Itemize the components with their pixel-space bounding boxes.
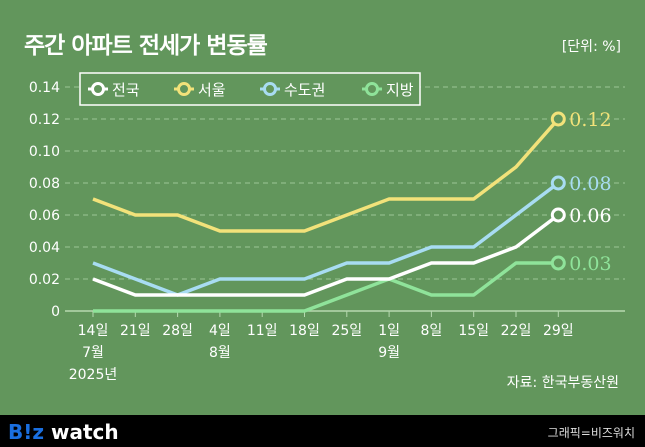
end-marker xyxy=(550,175,566,191)
y-tick-label: 0.14 xyxy=(29,80,60,96)
series-line-수도권 xyxy=(92,181,560,297)
x-tick-label: 29일 xyxy=(543,323,574,339)
y-tick-label: 0.10 xyxy=(29,144,60,160)
y-tick-label: 0.12 xyxy=(29,112,60,128)
footer-bar: B!z watch 그래픽=비즈워치 xyxy=(0,415,645,447)
legend-marker xyxy=(263,82,277,96)
legend-marker xyxy=(91,82,105,96)
end-marker xyxy=(550,207,566,223)
y-tick-label: 0.06 xyxy=(29,208,60,224)
x-tick-label: 7월 xyxy=(82,345,104,361)
y-tick-label: 0.02 xyxy=(29,272,60,288)
x-tick-label: 8월 xyxy=(209,345,231,361)
end-value-label: 0.12 xyxy=(569,109,611,131)
x-tick-label: 15일 xyxy=(458,323,489,339)
graphic-credit: 그래픽=비즈워치 xyxy=(547,426,635,440)
x-tick-label: 4일 xyxy=(209,323,231,339)
x-tick-label: 1일 xyxy=(378,323,400,339)
series-line-전국 xyxy=(92,213,560,297)
x-tick-label: 25일 xyxy=(331,323,362,339)
x-tick-label: 22일 xyxy=(501,323,532,339)
legend-label: 수도권 xyxy=(284,81,325,99)
bizwatch-logo: B!z watch xyxy=(8,420,119,444)
y-tick-label: 0 xyxy=(51,304,60,320)
unit-label: [단위: %] xyxy=(561,39,621,55)
x-tick-label: 18일 xyxy=(289,323,320,339)
end-marker xyxy=(550,255,566,271)
y-tick-label: 0.08 xyxy=(29,176,60,192)
end-value-label: 0.06 xyxy=(569,205,611,227)
x-tick-label: 2025년 xyxy=(69,367,118,383)
y-tick-label: 0.04 xyxy=(29,240,60,256)
legend-marker xyxy=(177,82,191,96)
end-value-label: 0.03 xyxy=(569,253,611,275)
legend-label: 전국 xyxy=(112,81,140,99)
series-line-서울 xyxy=(92,117,560,233)
x-tick-label: 28일 xyxy=(162,323,193,339)
source-label: 자료: 한국부동산원 xyxy=(506,375,619,391)
x-tick-label: 14일 xyxy=(78,323,109,339)
legend-label: 서울 xyxy=(198,81,226,99)
x-tick-label: 9월 xyxy=(378,345,400,361)
series-line-지방 xyxy=(93,261,559,313)
x-tick-label: 21일 xyxy=(120,323,151,339)
end-value-label: 0.08 xyxy=(569,173,611,195)
end-marker xyxy=(550,111,566,127)
chart-title: 주간 아파트 전세가 변동률 xyxy=(24,33,268,59)
x-tick-label: 11일 xyxy=(247,323,278,339)
legend-marker xyxy=(365,82,379,96)
x-tick-label: 8일 xyxy=(421,323,443,339)
legend-label: 지방 xyxy=(386,81,414,99)
